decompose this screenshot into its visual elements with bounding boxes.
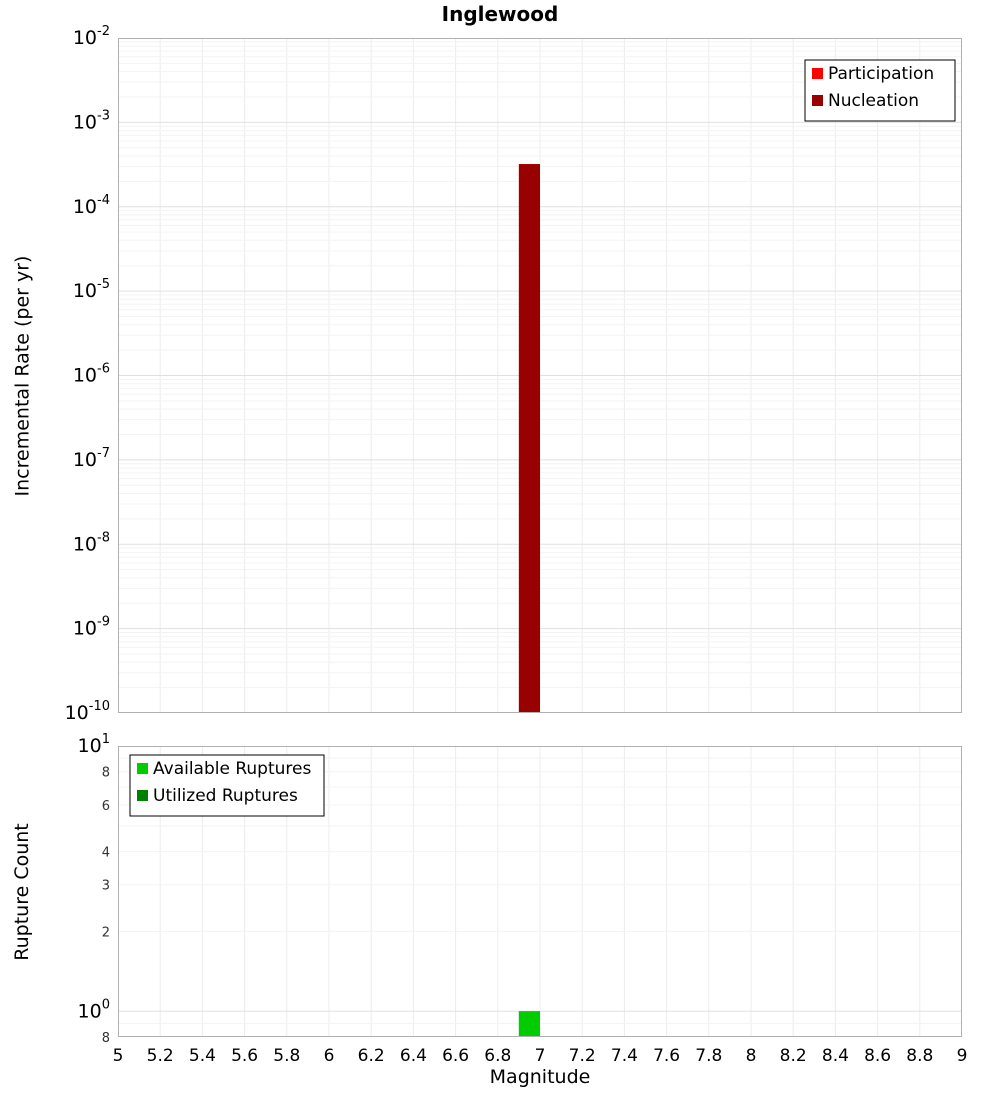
svg-text:5: 5	[113, 1046, 124, 1066]
legend: Available Ruptures Utilized Ruptures	[129, 754, 325, 817]
svg-text:10-7: 10-7	[73, 446, 110, 471]
legend-label: Participation	[828, 64, 934, 84]
svg-text:10-10: 10-10	[65, 699, 110, 724]
svg-text:5.2: 5.2	[147, 1046, 174, 1066]
y-axis-label-incremental-rate: Incremental Rate (per yr)	[11, 255, 34, 496]
svg-text:8.6: 8.6	[864, 1046, 891, 1066]
svg-text:10-5: 10-5	[73, 277, 110, 302]
svg-text:3: 3	[102, 879, 110, 894]
x-axis-label-magnitude: Magnitude	[489, 1066, 591, 1088]
bars	[518, 164, 540, 714]
svg-text:6.2: 6.2	[358, 1046, 385, 1066]
legend-label: Available Ruptures	[153, 759, 311, 779]
gridlines	[118, 38, 962, 713]
svg-text:5.4: 5.4	[189, 1046, 216, 1066]
x-tick-labels: 5 5.2 5.4 5.6 5.8 6 6.2 6.4 6.6 6.8 7 7.2 7.4 7.6 7.8 8…	[113, 1046, 968, 1066]
svg-text:7.4: 7.4	[611, 1046, 638, 1066]
svg-text:8.8: 8.8	[906, 1046, 933, 1066]
svg-text:8.4: 8.4	[822, 1046, 849, 1066]
svg-text:5.8: 5.8	[273, 1046, 300, 1066]
svg-text:100: 100	[78, 997, 110, 1022]
svg-text:10-6: 10-6	[73, 362, 110, 387]
svg-text:7.8: 7.8	[695, 1046, 722, 1066]
y-tick-labels: 101 8 6 4 3 2 100 8	[78, 732, 110, 1046]
y-tick-labels: 10-2 10-3 10-4 10-5 10-6 10-7 10-8 10-9 10-10	[65, 24, 110, 724]
svg-text:10-2: 10-2	[73, 24, 110, 49]
chart-title: Inglewood	[441, 2, 559, 26]
legend-label: Utilized Ruptures	[153, 786, 298, 806]
plot-border	[118, 746, 962, 1037]
svg-text:5.6: 5.6	[231, 1046, 258, 1066]
svg-text:8: 8	[746, 1046, 757, 1066]
svg-text:6.4: 6.4	[400, 1046, 427, 1066]
svg-text:7: 7	[535, 1046, 546, 1066]
svg-text:8: 8	[102, 766, 110, 781]
svg-text:10-3: 10-3	[73, 108, 110, 133]
plot-border	[118, 38, 962, 713]
bars	[518, 1011, 540, 1037]
legend-swatch-icon	[812, 95, 823, 106]
svg-text:10-8: 10-8	[73, 530, 110, 555]
svg-text:6: 6	[102, 799, 110, 814]
y-axis-label-rupture-count: Rupture Count	[11, 822, 33, 961]
svg-text:6: 6	[324, 1046, 335, 1066]
legend-label: Nucleation	[828, 91, 919, 111]
svg-text:101: 101	[78, 732, 110, 757]
svg-text:8: 8	[102, 1031, 110, 1046]
legend-swatch-icon	[137, 763, 148, 774]
svg-text:9: 9	[957, 1046, 968, 1066]
legend-swatch-icon	[812, 68, 823, 79]
bar-available-ruptures	[518, 1011, 540, 1037]
svg-text:6.6: 6.6	[442, 1046, 469, 1066]
y-axis-label-rupture-count-wrap: Rupture Count	[0, 746, 44, 1037]
legend-swatch-icon	[137, 790, 148, 801]
svg-text:7.6: 7.6	[653, 1046, 680, 1066]
svg-text:4: 4	[102, 846, 110, 861]
svg-text:7.2: 7.2	[569, 1046, 596, 1066]
legend: Participation Nucleation	[804, 59, 956, 122]
incremental-rate-plot: 10-2 10-3 10-4 10-5 10-6 10-7 10-8 10-9 10-10 Par…	[65, 24, 962, 724]
svg-text:8.2: 8.2	[780, 1046, 807, 1066]
y-axis-label-top-wrap: Incremental Rate (per yr)	[0, 38, 44, 713]
svg-text:10-4: 10-4	[73, 193, 110, 218]
svg-text:10-9: 10-9	[73, 615, 110, 640]
svg-text:2: 2	[102, 925, 110, 940]
bar-nucleation	[518, 164, 540, 714]
svg-text:6.8: 6.8	[484, 1046, 511, 1066]
